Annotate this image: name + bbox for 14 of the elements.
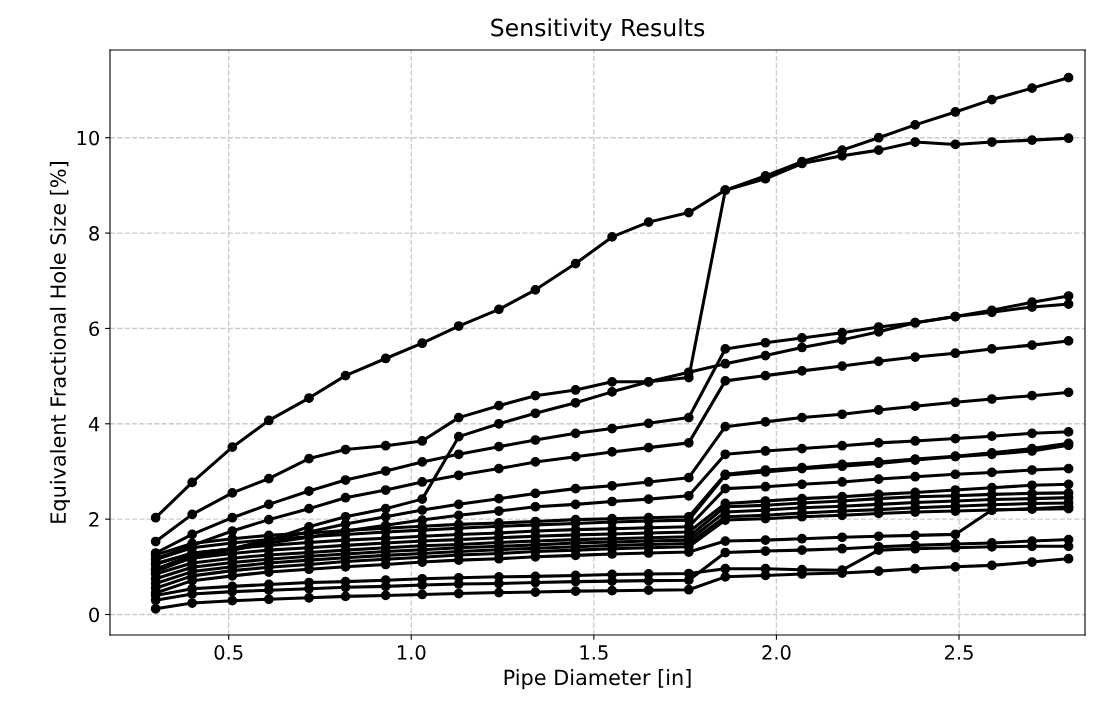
y-tick-label: 8 <box>89 226 99 241</box>
x-tick-label: 1.0 <box>397 645 426 660</box>
x-axis-title: Pipe Diameter [in] <box>504 669 691 690</box>
y-tick-label: 0 <box>89 607 99 623</box>
chart-title: Sensitivity Results <box>491 18 705 42</box>
y-tick-label: 10 <box>77 130 99 146</box>
x-tick-label: 2.0 <box>762 645 791 660</box>
y-axis-title: Equivalent Fractional Hole Size [%] <box>49 162 70 523</box>
x-tick-label: 2.5 <box>944 645 973 660</box>
y-tick-label: 2 <box>89 512 99 527</box>
x-tick-label: 1.5 <box>580 645 608 660</box>
y-tick-label: 6 <box>89 321 100 337</box>
y-tick-label: 4 <box>88 417 100 432</box>
x-tick-label: 0.5 <box>214 645 243 660</box>
